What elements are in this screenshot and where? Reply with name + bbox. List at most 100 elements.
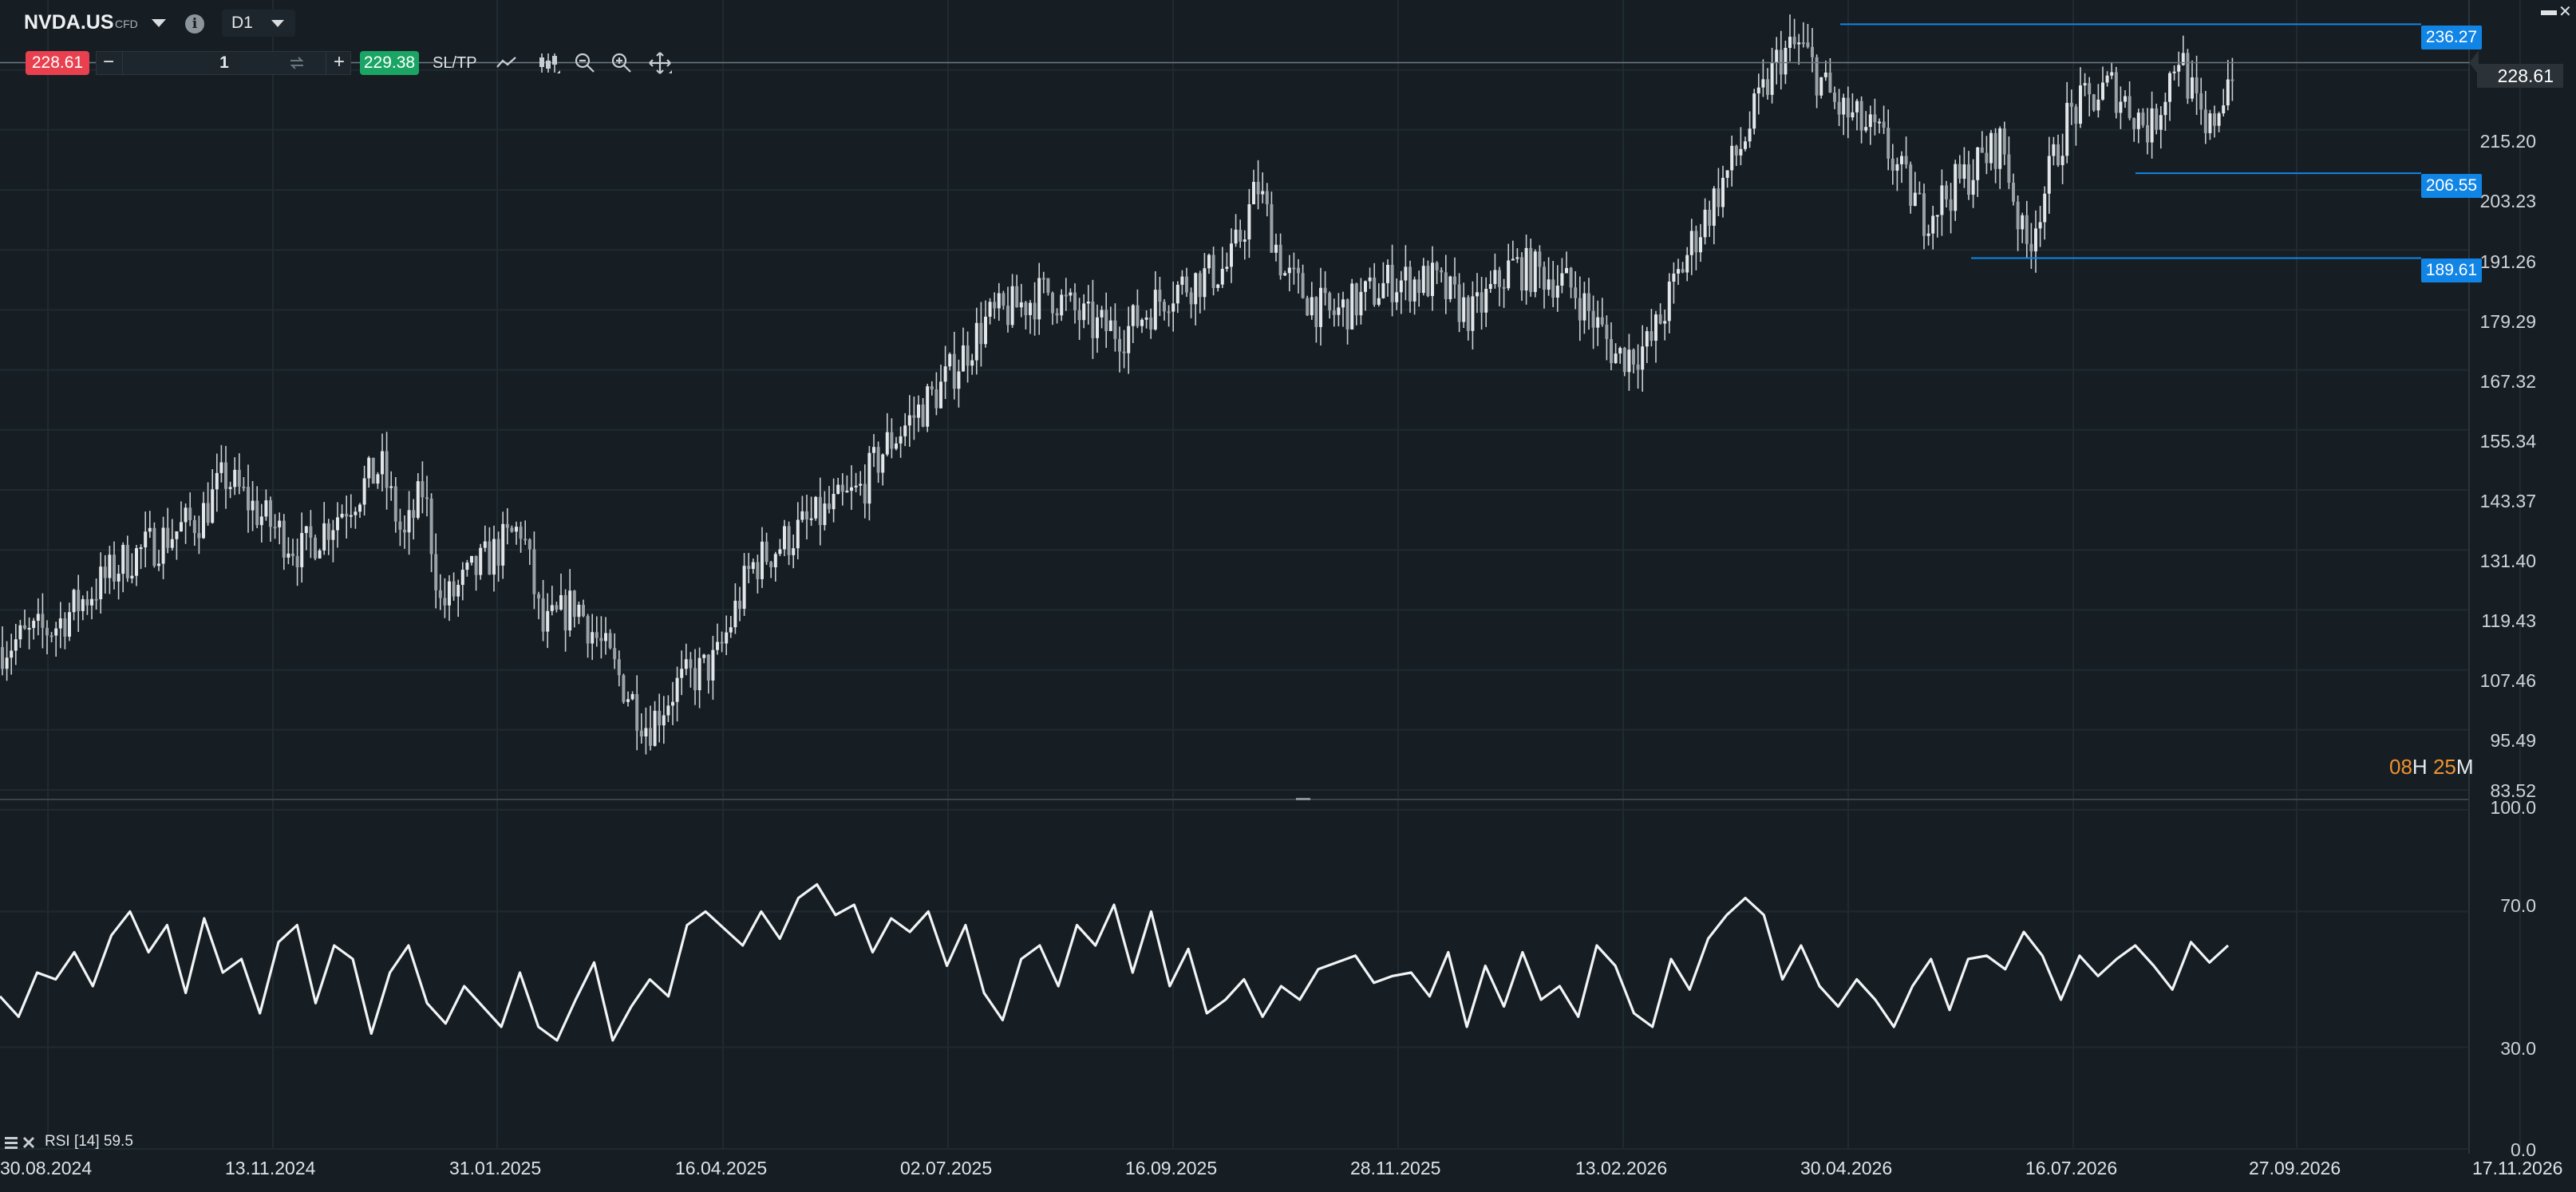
candle-body xyxy=(2002,128,2006,155)
candle-body xyxy=(962,345,965,372)
candle-body xyxy=(326,523,330,540)
swap-icon[interactable] xyxy=(288,56,306,70)
candle-body xyxy=(170,539,174,548)
candle-body xyxy=(1667,281,1671,322)
line-chart-icon[interactable] xyxy=(495,51,519,75)
candle-body xyxy=(974,322,978,361)
candle-body xyxy=(416,481,420,519)
quantity-stepper[interactable]: − 1 + xyxy=(96,51,351,75)
candle-body xyxy=(809,518,813,520)
candle-body xyxy=(527,539,531,550)
candle-body xyxy=(1784,48,1788,75)
candle-body xyxy=(501,523,505,566)
candle-body xyxy=(496,539,500,566)
candle-body xyxy=(1466,297,1470,331)
candle-body xyxy=(2146,124,2149,143)
candle-body xyxy=(505,523,509,528)
buy-price-button[interactable]: 229.38 xyxy=(360,51,419,75)
candle-body xyxy=(385,451,389,488)
candle-body xyxy=(412,510,416,519)
candle-timer: 08H 25M xyxy=(2389,755,2474,780)
candle-body xyxy=(1002,293,1006,306)
candle-body xyxy=(626,699,630,702)
indicator-controls[interactable] xyxy=(5,1135,40,1151)
candle-body xyxy=(1976,147,1980,180)
candle-body xyxy=(604,633,607,641)
candle-body xyxy=(1815,57,1819,96)
symbol-dropdown-icon[interactable] xyxy=(152,19,166,27)
candle-body xyxy=(1127,326,1131,353)
candle-body xyxy=(1507,260,1511,289)
candle-body xyxy=(1703,209,1707,238)
time-axis-label: 16.07.2026 xyxy=(2025,1158,2118,1178)
candle-body xyxy=(1278,244,1282,276)
increase-quantity-button[interactable]: + xyxy=(333,51,345,73)
candle-body xyxy=(1144,317,1148,320)
candle-body xyxy=(1632,349,1635,365)
candle-body xyxy=(630,693,634,700)
move-icon[interactable] xyxy=(648,51,672,75)
close-icon[interactable]: ✕ xyxy=(2558,3,2572,21)
candle-body xyxy=(2060,156,2064,165)
candle-body xyxy=(1332,310,1336,315)
candle-body xyxy=(1189,292,1193,305)
time-axis-label: 13.02.2026 xyxy=(1575,1158,1668,1178)
candle-body xyxy=(867,452,871,504)
candle-body xyxy=(1998,128,2002,169)
candle-body xyxy=(1024,302,1028,315)
candle-body xyxy=(2105,75,2109,83)
candle-body xyxy=(1744,141,1747,149)
candle-body xyxy=(662,715,666,726)
candle-body xyxy=(653,710,657,746)
hline-label-resistance[interactable]: 236.27 xyxy=(2421,26,2482,49)
candle-body xyxy=(550,605,554,611)
info-icon[interactable]: i xyxy=(185,14,204,34)
candle-body xyxy=(1412,279,1416,302)
quantity-field[interactable]: 1 xyxy=(219,53,229,72)
timeframe-select[interactable]: D1 xyxy=(222,10,295,37)
candle-body xyxy=(970,360,974,366)
zoom-in-icon[interactable] xyxy=(610,51,634,75)
candle-body xyxy=(1060,294,1064,316)
candle-body xyxy=(438,590,442,598)
hline-label-mid[interactable]: 206.55 xyxy=(2421,174,2482,198)
candle-body xyxy=(1211,255,1215,288)
zoom-out-icon[interactable] xyxy=(573,51,597,75)
candle-body xyxy=(90,598,93,606)
candle-body xyxy=(54,628,58,636)
candle-body xyxy=(144,531,148,548)
hline-label-support[interactable]: 189.61 xyxy=(2421,259,2482,282)
candle-body xyxy=(926,386,930,427)
minimize-icon[interactable]: ▬ xyxy=(2541,2,2557,19)
candle-body xyxy=(2114,72,2118,113)
candle-body xyxy=(1480,292,1484,313)
candle-body xyxy=(1967,164,1970,195)
candle-body xyxy=(1131,305,1135,326)
candles-icon[interactable] xyxy=(536,51,560,75)
candle-body xyxy=(1515,257,1519,259)
candle-body xyxy=(595,632,599,638)
candle-body xyxy=(1006,306,1009,326)
candle-body xyxy=(63,618,67,637)
candle-body xyxy=(1140,319,1144,326)
candle-body xyxy=(899,436,903,444)
candle-body xyxy=(2230,79,2234,81)
decrease-quantity-button[interactable]: − xyxy=(102,51,114,73)
candle-body xyxy=(2025,215,2029,244)
candle-body xyxy=(304,526,308,534)
candle-body xyxy=(658,710,662,726)
rsi-axis-label: 30.0 xyxy=(2500,1038,2536,1059)
sell-price-button[interactable]: 228.61 xyxy=(26,51,89,75)
price-axis-label: 203.23 xyxy=(2479,191,2536,211)
symbol-name[interactable]: NVDA.US xyxy=(24,11,114,34)
candle-body xyxy=(778,549,782,555)
candle-body xyxy=(649,728,652,746)
candle-body xyxy=(1658,314,1662,324)
timeframe-dropdown-icon[interactable] xyxy=(271,20,284,27)
candle-body xyxy=(2208,113,2212,133)
price-axis-label: 179.29 xyxy=(2479,311,2536,332)
candle-body xyxy=(2136,112,2140,129)
candle-body xyxy=(2186,53,2190,99)
sltp-button[interactable]: SL/TP xyxy=(433,54,477,72)
